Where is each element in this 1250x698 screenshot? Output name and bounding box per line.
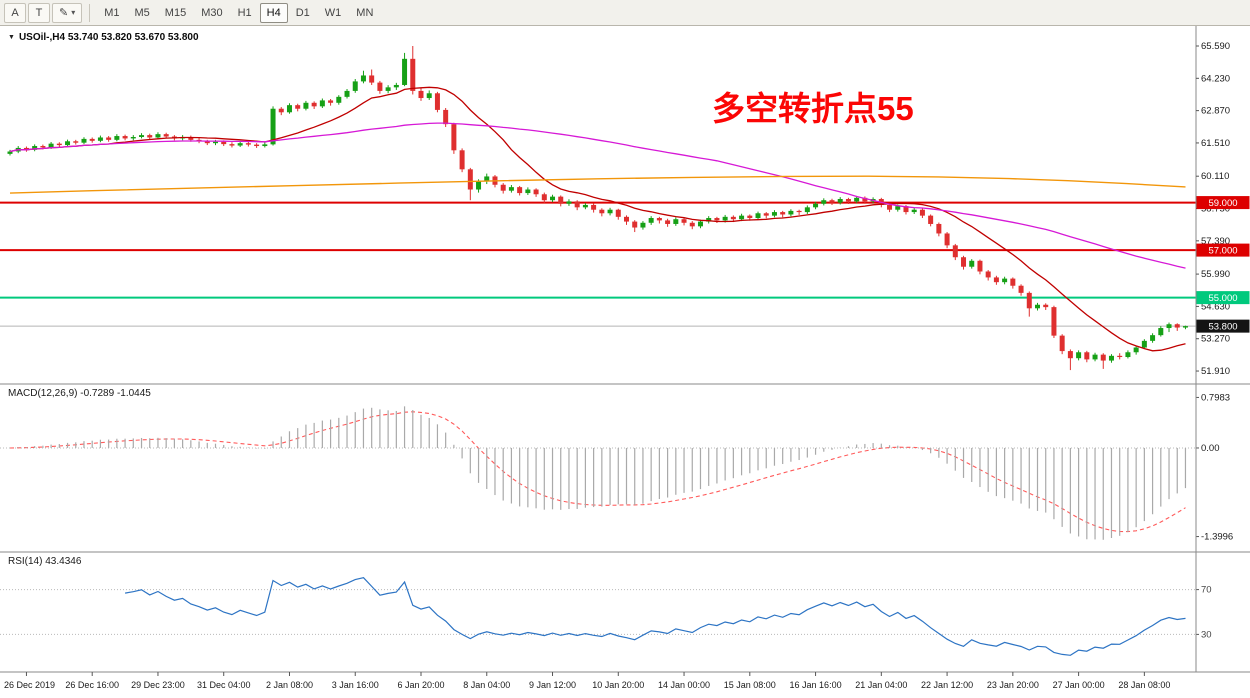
symbol-ohlc-text: USOil-,H4 53.740 53.820 53.670 53.800 (18, 32, 199, 43)
price-badge-55.000 (1196, 291, 1250, 305)
price-badge-label: 53.800 (1208, 322, 1237, 333)
time-axis-label: 21 Jan 04:00 (855, 680, 907, 690)
time-axis-label: 23 Jan 20:00 (987, 680, 1039, 690)
ma-fast-line (9, 86, 1186, 352)
collapse-icon[interactable]: ▼ (8, 34, 15, 41)
time-axis[interactable]: 26 Dec 2019 26 Dec 16:00 29 Dec 23:00 31 De… (4, 672, 1170, 690)
macd-signal-line (9, 411, 1186, 533)
macd-panel: 0.7983 0.00 -1.3996 (0, 392, 1233, 543)
text-tool-button[interactable]: T (28, 2, 50, 23)
price-axis-label: 61.510 (1201, 138, 1230, 149)
price-axis-label: 55.990 (1201, 269, 1230, 280)
chevron-down-icon: ▾ (71, 7, 76, 17)
time-axis-label: 8 Jan 04:00 (463, 680, 510, 690)
price-badge-label: 59.000 (1208, 198, 1237, 209)
time-axis-label: 22 Jan 12:00 (921, 680, 973, 690)
time-axis-label: 29 Dec 23:00 (131, 680, 185, 690)
toolbar-separator (89, 3, 91, 22)
price-badge-53.800 (1196, 319, 1250, 333)
timeframe-button-d1[interactable]: D1 (289, 3, 317, 23)
macd-scale-label: 0.7983 (1201, 392, 1230, 403)
chart-area: 0.7983 0.00 -1.3996 70 30 65.590 64.230 62.870 6… (0, 26, 1250, 698)
macd-histogram (17, 406, 1187, 540)
price-badge-59.000 (1196, 196, 1250, 210)
price-axis-label: 65.590 (1201, 41, 1230, 52)
time-axis-label: 16 Jan 16:00 (790, 680, 842, 690)
time-axis-label: 6 Jan 20:00 (397, 680, 444, 690)
timeframe-button-m5[interactable]: M5 (128, 3, 157, 23)
price-axis-label: 57.390 (1201, 236, 1230, 247)
rsi-label: RSI(14) 43.4346 (8, 556, 82, 567)
macd-scale-label: -1.3996 (1201, 532, 1233, 543)
ma-slow-line (9, 175, 1186, 194)
time-axis-label: 26 Dec 2019 (4, 680, 55, 690)
rsi-line (124, 577, 1186, 656)
timeframe-button-w1[interactable]: W1 (318, 3, 349, 23)
time-axis-label: 2 Jan 08:00 (266, 680, 313, 690)
symbol-ohlc-label: ▼ USOil-,H4 53.740 53.820 53.670 53.800 (8, 32, 199, 43)
timeframe-button-m1[interactable]: M1 (97, 3, 126, 23)
pencil-icon: ✎ (59, 6, 69, 19)
timeframe-button-m15[interactable]: M15 (158, 3, 193, 23)
chart-canvas[interactable]: 0.7983 0.00 -1.3996 70 30 65.590 64.230 62.870 6… (0, 26, 1250, 698)
price-axis-label: 60.110 (1201, 171, 1229, 182)
time-axis-label: 14 Jan 00:00 (658, 680, 710, 690)
rsi-scale-label: 30 (1201, 629, 1212, 640)
rsi-panel: 70 30 (0, 577, 1212, 656)
timeframe-button-mn[interactable]: MN (349, 3, 380, 23)
time-axis-label: 26 Dec 16:00 (65, 680, 119, 690)
candlestick-series (7, 46, 1188, 371)
timeframe-button-m30[interactable]: M30 (194, 3, 229, 23)
time-axis-label: 27 Jan 00:00 (1053, 680, 1105, 690)
ma-mid-line (9, 122, 1186, 269)
panel-borders (0, 26, 1250, 673)
time-axis-label: 9 Jan 12:00 (529, 680, 576, 690)
macd-label: MACD(12,26,9) -0.7289 -1.0445 (8, 388, 151, 399)
price-axis-label: 62.870 (1201, 106, 1230, 117)
toolbar: A T ✎ ▾ M1 M5 M15 M30 H1 H4 D1 W1 MN (0, 0, 1250, 26)
timeframe-button-h4[interactable]: H4 (259, 2, 288, 23)
time-axis-label: 28 Jan 08:00 (1118, 680, 1170, 690)
price-badge-label: 55.000 (1208, 293, 1237, 304)
price-axis-label: 64.230 (1201, 73, 1230, 84)
timeframe-button-h1[interactable]: H1 (231, 3, 259, 23)
price-axis-label: 54.630 (1201, 301, 1230, 312)
price-axis[interactable]: 65.59064.23062.87061.51060.11058.75057.3… (1196, 41, 1250, 377)
time-axis-label: 10 Jan 20:00 (592, 680, 644, 690)
price-badge-57.000 (1196, 243, 1250, 257)
time-axis-label: 31 Dec 04:00 (197, 680, 251, 690)
level-lines[interactable] (0, 201, 1196, 327)
price-axis-label: 53.270 (1201, 334, 1230, 345)
price-axis-label: 51.910 (1201, 366, 1230, 377)
price-badge-label: 57.000 (1208, 246, 1237, 257)
macd-scale-label: 0.00 (1201, 443, 1220, 454)
time-axis-label: 3 Jan 16:00 (332, 680, 379, 690)
draw-tool-button[interactable]: ✎ ▾ (52, 2, 83, 23)
time-axis-label: 15 Jan 08:00 (724, 680, 776, 690)
arrow-tool-button[interactable]: A (4, 2, 26, 23)
annotation-text: 多空转折点55 (712, 90, 914, 127)
timeframe-group: M1 M5 M15 M30 H1 H4 D1 W1 MN (97, 2, 380, 23)
rsi-scale-label: 70 (1201, 585, 1212, 596)
